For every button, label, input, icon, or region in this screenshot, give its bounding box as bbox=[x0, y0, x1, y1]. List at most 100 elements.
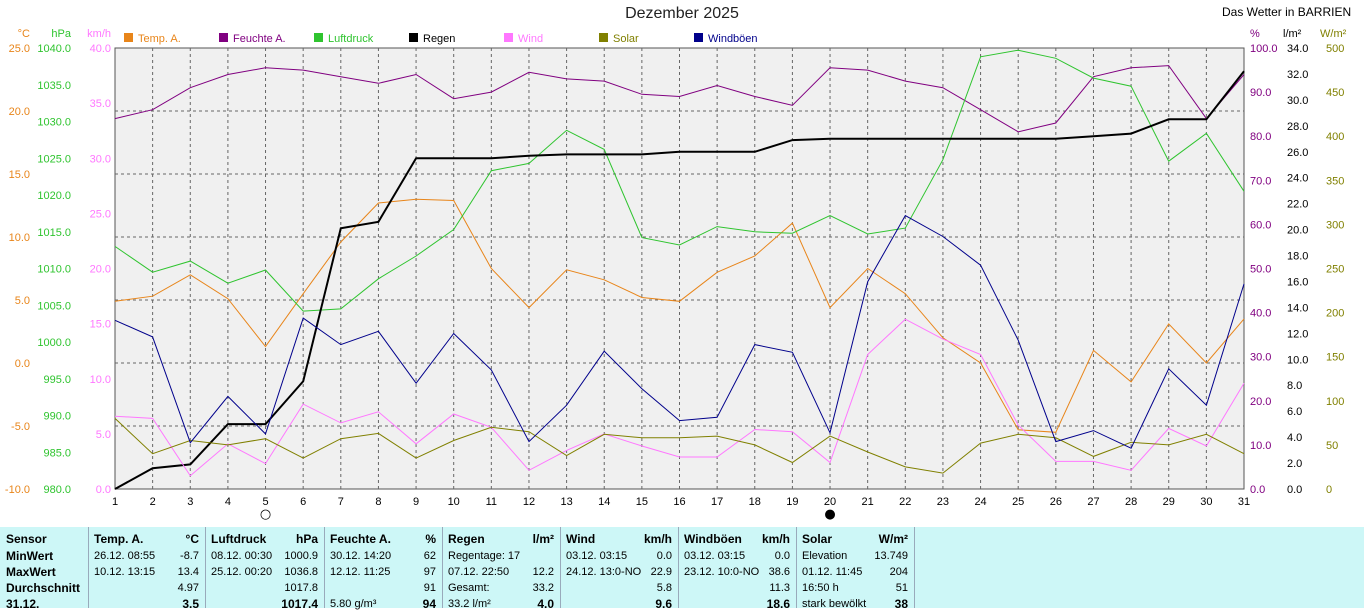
stats-wind-header: Wind bbox=[566, 532, 596, 546]
stats-cell: Regentage: 17 bbox=[448, 550, 521, 562]
stats-regen-unit: l/m² bbox=[532, 532, 554, 546]
stats-value: 12.2 bbox=[532, 566, 554, 578]
x-tick-label: 26 bbox=[1050, 496, 1062, 508]
x-tick-label: 8 bbox=[375, 496, 381, 508]
legend-swatch bbox=[694, 33, 703, 42]
x-tick-label: 16 bbox=[673, 496, 685, 508]
left-axis-unit: hPa bbox=[51, 28, 71, 40]
right-axis-tick: 90.0 bbox=[1250, 87, 1271, 99]
right-axis-tick: 24.0 bbox=[1287, 173, 1308, 185]
left-axis-tick: 1040.0 bbox=[37, 43, 71, 55]
right-axis-tick: 10.0 bbox=[1287, 354, 1308, 366]
left-axis-tick: 25.0 bbox=[9, 43, 30, 55]
legend-label: Regen bbox=[423, 33, 455, 45]
right-axis-tick: 250 bbox=[1326, 264, 1344, 276]
stats-panel: Sensor MinWert MaxWert Durchschnitt 31.1… bbox=[0, 527, 1364, 611]
right-axis-tick: 70.0 bbox=[1250, 175, 1271, 187]
stats-temp-column: Temp. A. °C 26.12. 08:55 -8.7 10.12. 13:… bbox=[88, 527, 205, 611]
stats-value: 13.749 bbox=[874, 550, 908, 562]
chart-title: Dezember 2025 bbox=[625, 5, 739, 22]
left-axis-tick: 1020.0 bbox=[37, 190, 71, 202]
stats-sensor-column: Sensor MinWert MaxWert Durchschnitt 31.1… bbox=[0, 527, 88, 611]
stats-row-label: MinWert bbox=[6, 549, 54, 563]
stats-row-label: 31.12. bbox=[6, 597, 40, 611]
left-axis-tick: 1005.0 bbox=[37, 300, 71, 312]
stats-cell: 08.12. 00:30 bbox=[211, 550, 273, 562]
x-tick-label: 13 bbox=[560, 496, 572, 508]
stats-feuchte-unit: % bbox=[425, 532, 436, 546]
right-axis-tick: 350 bbox=[1326, 175, 1344, 187]
stats-cell: 01.12. 11:45 bbox=[802, 566, 863, 578]
right-axis-tick: 60.0 bbox=[1250, 219, 1271, 231]
stats-value: 1017.8 bbox=[284, 582, 318, 594]
x-tick-label: 14 bbox=[598, 496, 610, 508]
right-axis-tick: 300 bbox=[1326, 219, 1344, 231]
stats-temp-header: Temp. A. bbox=[94, 532, 144, 546]
left-axis-tick: 20.0 bbox=[9, 106, 30, 118]
stats-solar-column: Solar W/m² Elevation 13.749 01.12. 11:45… bbox=[796, 527, 914, 611]
stats-value: 91 bbox=[423, 582, 436, 594]
right-axis-tick: 10.0 bbox=[1250, 440, 1271, 452]
stats-cell: 26.12. 08:55 bbox=[94, 550, 156, 562]
right-axis-tick: 2.0 bbox=[1287, 458, 1302, 470]
legend-swatch bbox=[504, 33, 513, 42]
left-axis-tick: 1035.0 bbox=[37, 80, 71, 92]
left-axis-unit: °C bbox=[18, 28, 30, 40]
stats-value: 204 bbox=[889, 566, 908, 578]
legend-label: Solar bbox=[613, 33, 639, 45]
x-tick-label: 4 bbox=[225, 496, 231, 508]
right-axis-tick: 100 bbox=[1326, 396, 1344, 408]
x-tick-label: 3 bbox=[187, 496, 193, 508]
legend-swatch bbox=[219, 33, 228, 42]
series-line bbox=[114, 70, 1245, 490]
left-axis-tick: 985.0 bbox=[43, 447, 71, 459]
stats-value-current: 9.6 bbox=[655, 597, 672, 611]
left-axis-tick: 995.0 bbox=[43, 374, 71, 386]
legend-label: Luftdruck bbox=[328, 33, 374, 45]
left-axis-tick: 1000.0 bbox=[37, 337, 71, 349]
left-axis-tick: 15.0 bbox=[90, 319, 111, 331]
left-axis-tick: 25.0 bbox=[90, 208, 111, 220]
left-axis-unit: km/h bbox=[87, 28, 111, 40]
left-axis-tick: 5.0 bbox=[96, 429, 111, 441]
stats-cell: 33.2 l/m² bbox=[448, 598, 491, 610]
stats-cell: stark bewölkt bbox=[802, 598, 867, 610]
stats-feuchte-header: Feuchte A. bbox=[330, 532, 391, 546]
left-axis-tick: 40.0 bbox=[90, 43, 111, 55]
stats-wind-column: Wind km/h 03.12. 03:15 0.0 24.12. 13:0-N… bbox=[560, 527, 678, 611]
stats-value: 33.2 bbox=[532, 582, 554, 594]
x-tick-label: 23 bbox=[937, 496, 949, 508]
right-axis-tick: 30.0 bbox=[1287, 95, 1308, 107]
stats-cell: 12.12. 11:25 bbox=[330, 566, 391, 578]
stats-value-current: 1017.4 bbox=[281, 597, 318, 611]
stats-value: -8.7 bbox=[180, 550, 199, 562]
right-axis-tick: 50 bbox=[1326, 440, 1338, 452]
right-axis-tick: 28.0 bbox=[1287, 121, 1308, 133]
series-line bbox=[114, 65, 1245, 133]
x-tick-label: 21 bbox=[862, 496, 874, 508]
stats-row-label: Durchschnitt bbox=[6, 581, 81, 595]
stats-sensor-header: Sensor bbox=[6, 532, 47, 546]
left-axis-tick: 0.0 bbox=[96, 484, 111, 496]
x-tick-label: 28 bbox=[1125, 496, 1137, 508]
right-axis-tick: 100.0 bbox=[1250, 43, 1278, 55]
stats-solar-header: Solar bbox=[802, 532, 833, 546]
series-line bbox=[114, 198, 1245, 433]
stats-value: 13.4 bbox=[177, 566, 199, 578]
right-axis-tick: 400 bbox=[1326, 131, 1344, 143]
x-tick-label: 11 bbox=[486, 496, 497, 508]
x-tick-label: 5 bbox=[262, 496, 268, 508]
moon-phase-icon: ○ bbox=[260, 507, 271, 522]
stats-temp-unit: °C bbox=[185, 532, 199, 546]
stats-value: 0.0 bbox=[656, 550, 672, 562]
series-line bbox=[114, 49, 1245, 312]
right-axis-tick: 20.0 bbox=[1250, 396, 1271, 408]
x-tick-label: 15 bbox=[636, 496, 648, 508]
stats-boeen-unit: km/h bbox=[761, 532, 790, 546]
right-axis-tick: 34.0 bbox=[1287, 43, 1308, 55]
right-axis-tick: 450 bbox=[1326, 87, 1344, 99]
legend-label: Feuchte A. bbox=[233, 33, 286, 45]
right-axis-tick: 0 bbox=[1326, 484, 1332, 496]
x-tick-label: 27 bbox=[1087, 496, 1099, 508]
x-tick-label: 31 bbox=[1238, 496, 1250, 508]
